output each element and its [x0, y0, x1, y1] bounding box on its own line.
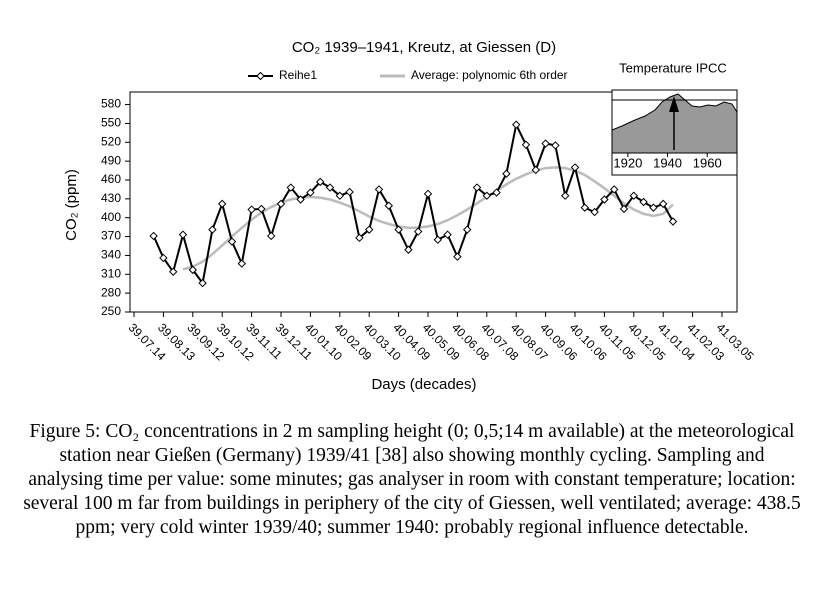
data-point: [306, 188, 315, 197]
series-line: [152, 121, 674, 286]
data-point: [580, 203, 590, 212]
data-point: [374, 185, 384, 194]
y-tick-label: 520: [101, 134, 121, 148]
data-point: [629, 191, 639, 200]
y-tick-label: 490: [101, 153, 121, 167]
data-point: [619, 204, 629, 214]
data-point: [668, 217, 678, 226]
y-tick-label: 430: [101, 191, 121, 205]
data-point: [227, 237, 237, 246]
data-point: [149, 231, 158, 241]
legend-label: Reihe1: [279, 68, 317, 82]
data-point: [502, 169, 511, 178]
data-point: [208, 225, 217, 234]
data-point: [609, 185, 619, 194]
y-tick-label: 310: [101, 266, 121, 280]
data-point: [345, 187, 354, 197]
series-line: [182, 166, 674, 271]
inset-x-tick-label: 1920: [613, 155, 642, 170]
data-point: [560, 191, 570, 200]
data-point: [394, 225, 403, 234]
data-point: [355, 233, 364, 243]
data-point: [315, 177, 325, 187]
data-point: [257, 204, 266, 214]
data-point: [639, 197, 648, 207]
inset-arrow-head: [669, 96, 679, 112]
y-tick-label: 370: [101, 229, 121, 243]
y-tick-label: 280: [101, 285, 121, 299]
chart: CO₂ 1939–1941, Kreutz, at Giessen (D) Da…: [63, 39, 757, 393]
data-point: [296, 195, 305, 204]
data-point: [325, 183, 335, 192]
data-point: [384, 201, 394, 210]
data-point: [198, 278, 207, 288]
data-point: [658, 199, 668, 209]
data-point: [590, 207, 599, 217]
data-point: [413, 227, 423, 236]
x-axis-label: Days (decades): [371, 376, 476, 393]
data-point: [266, 231, 276, 241]
inset-title: Temperature IPCC: [619, 60, 727, 75]
data-point: [364, 225, 374, 234]
data-point: [159, 253, 168, 263]
y-tick-label: 550: [101, 116, 121, 130]
data-point: [521, 140, 531, 150]
y-tick-label: 460: [101, 172, 121, 186]
data-point: [168, 267, 178, 276]
data-point: [462, 225, 472, 234]
data-point: [472, 183, 482, 192]
plot-frame: [129, 91, 738, 313]
data-point: [247, 205, 256, 214]
y-tick-label: 580: [101, 97, 121, 111]
y-axis-label: CO₂ (ppm): [63, 169, 80, 241]
data-point: [492, 188, 501, 197]
data-point: [511, 120, 521, 129]
data-point: [649, 203, 658, 212]
data-point: [453, 252, 462, 261]
data-point: [433, 235, 443, 244]
inset-x-tick-label: 1960: [693, 155, 722, 170]
data-point: [541, 139, 550, 148]
legend-marker: [256, 71, 265, 81]
y-tick-label: 400: [101, 210, 121, 224]
data-point: [335, 191, 345, 200]
y-tick-label: 340: [101, 248, 121, 262]
data-point: [404, 245, 413, 254]
data-point: [551, 141, 560, 150]
data-point: [237, 259, 247, 268]
data-point: [531, 165, 541, 175]
data-point: [482, 191, 492, 200]
inset-x-tick-label: 1940: [653, 155, 682, 170]
data-point: [443, 230, 452, 239]
y-tick-label: 250: [101, 304, 121, 318]
data-point: [570, 163, 580, 172]
data-point: [188, 265, 198, 275]
data-point: [600, 195, 609, 204]
caption: Figure 5: CO₂ concentrations in 2 m samp…: [23, 421, 801, 538]
data-point: [276, 199, 286, 209]
data-point: [217, 199, 227, 209]
data-point: [178, 230, 188, 239]
data-point: [286, 183, 296, 192]
data-point: [423, 189, 433, 199]
chart-title: CO₂ 1939–1941, Kreutz, at Giessen (D): [292, 39, 556, 56]
legend-label: Average: polynomic 6th order: [411, 68, 568, 82]
